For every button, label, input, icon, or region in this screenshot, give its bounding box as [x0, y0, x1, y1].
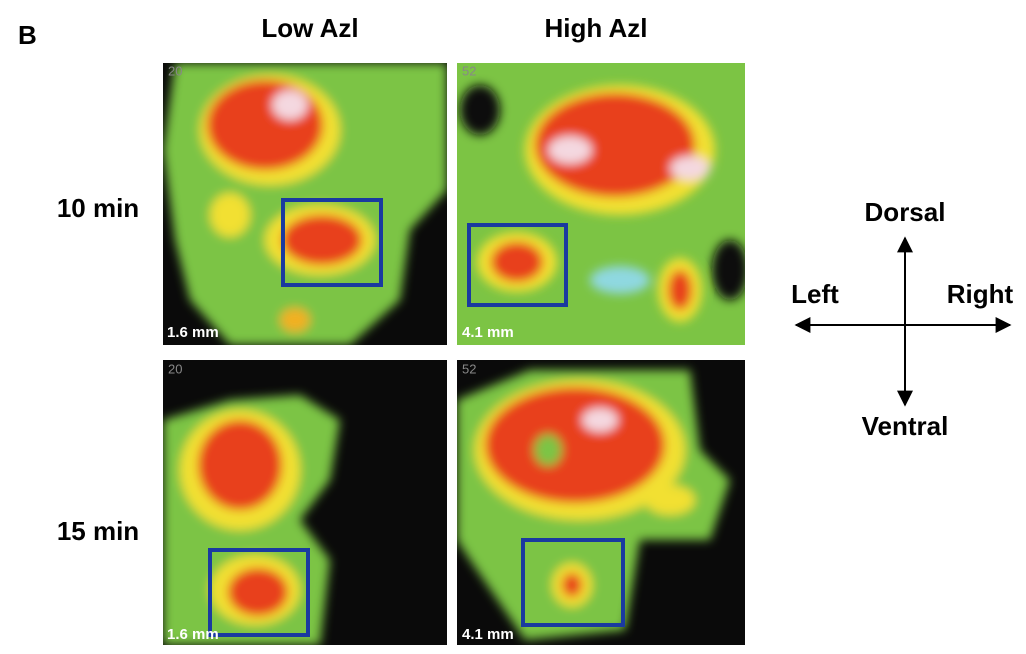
column-label: Low Azl — [261, 13, 358, 43]
figure: B Low Azl High Azl 10 min 15 min 20 1.6 … — [0, 0, 1026, 649]
scale-label: 4.1 mm — [462, 324, 514, 341]
image-corner-label: 52 — [462, 361, 476, 376]
image-corner-label: 20 — [168, 63, 182, 78]
direction-label: Dorsal — [865, 197, 946, 227]
direction-label: Ventral — [862, 411, 949, 441]
direction-label: Left — [791, 279, 839, 309]
row-label: 10 min — [57, 193, 139, 223]
scale-label: 4.1 mm — [462, 626, 514, 643]
scale-label: 1.6 mm — [167, 626, 219, 643]
direction-label: Right — [947, 279, 1014, 309]
page: {"panel_label": "B", "columns": ["Low Az… — [0, 0, 1026, 649]
heatmap-image — [163, 360, 447, 645]
column-label: High Azl — [544, 13, 647, 43]
row-label: 15 min — [57, 516, 139, 546]
image-corner-label: 20 — [168, 361, 182, 376]
heatmap-image — [163, 63, 447, 345]
panel-label: B — [18, 20, 37, 50]
image-corner-label: 52 — [462, 63, 476, 78]
heatmap-image — [457, 63, 748, 345]
heatmap-image — [457, 360, 745, 645]
scale-label: 1.6 mm — [167, 324, 219, 341]
